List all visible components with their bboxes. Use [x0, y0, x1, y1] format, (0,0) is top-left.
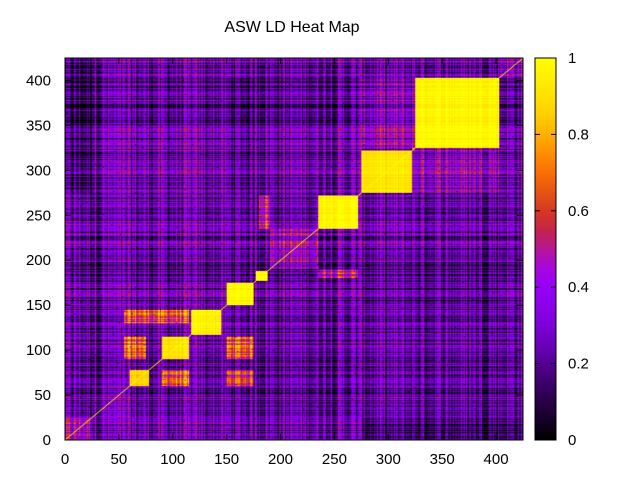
- y-tick-label: 400: [26, 72, 51, 89]
- y-tick-label: 150: [26, 297, 51, 314]
- x-tick-label: 350: [430, 451, 455, 468]
- x-tick-label: 200: [268, 451, 293, 468]
- x-axis-ticks: 0 50 100 150 200 250 300 350 400: [61, 58, 509, 468]
- colorbar-ticks: 0 0.2 0.4 0.6 0.8 1: [535, 50, 589, 449]
- colorbar-tick-label: 0.2: [568, 356, 589, 373]
- y-tick-label: 100: [26, 342, 51, 359]
- x-tick-label: 150: [214, 451, 239, 468]
- chart-title: ASW LD Heat Map: [224, 19, 359, 36]
- colorbar-tick-label: 0: [568, 432, 576, 449]
- x-tick-label: 50: [111, 451, 128, 468]
- x-tick-label: 100: [160, 451, 185, 468]
- colorbar-tick-label: 0.8: [568, 126, 589, 143]
- x-tick-label: 0: [61, 451, 69, 468]
- x-tick-label: 300: [376, 451, 401, 468]
- colorbar-tick-label: 0.6: [568, 203, 589, 220]
- y-tick-label: 250: [26, 207, 51, 224]
- x-tick-label: 250: [322, 451, 347, 468]
- colorbar-gradient: [534, 57, 557, 441]
- plot-area: [64, 57, 524, 441]
- colorbar-tick-label: 1: [568, 50, 576, 67]
- y-tick-label: 0: [43, 432, 51, 449]
- y-axis-ticks: 0 50 100 150 200 250 300 350 400: [26, 72, 523, 449]
- colorbar-tick-label: 0.4: [568, 279, 589, 296]
- y-tick-label: 350: [26, 117, 51, 134]
- plot-frame: [64, 57, 524, 441]
- heatmap-image: [65, 58, 523, 440]
- y-tick-label: 50: [34, 387, 51, 404]
- y-tick-label: 300: [26, 162, 51, 179]
- colorbar: 0 0.2 0.4 0.6 0.8 1: [534, 50, 589, 449]
- x-tick-label: 400: [484, 451, 509, 468]
- y-tick-label: 200: [26, 252, 51, 269]
